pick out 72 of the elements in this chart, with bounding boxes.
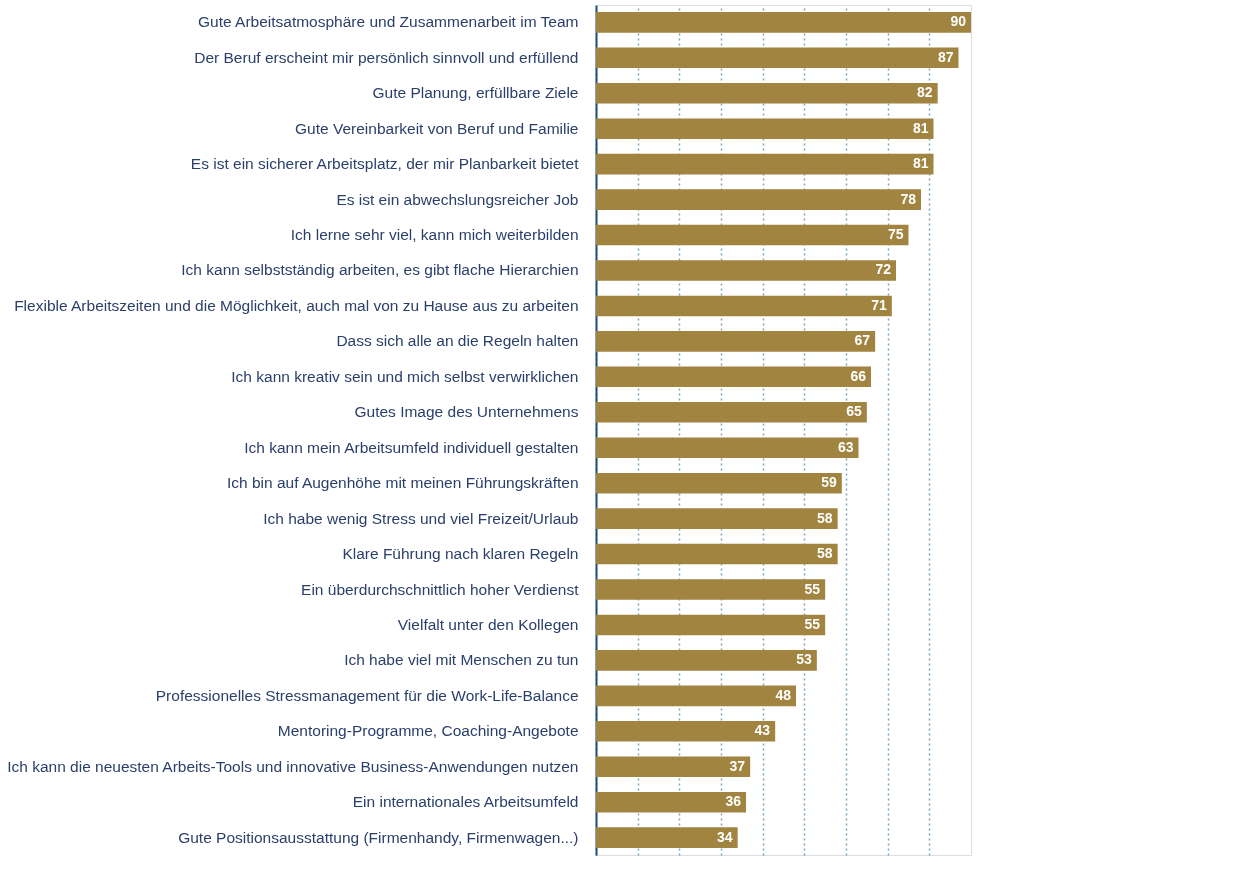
data-label: 58 bbox=[817, 509, 833, 526]
data-label: 55 bbox=[804, 580, 821, 597]
data-label: 78 bbox=[900, 190, 917, 207]
data-label: 90 bbox=[950, 13, 967, 30]
bar bbox=[596, 402, 867, 423]
y-tick-label: Ich kann mein Arbeitsumfeld individuell gestalten bbox=[244, 438, 579, 456]
y-tick-label: Es ist ein abwechslungsreicher Job bbox=[336, 190, 579, 208]
bar bbox=[596, 614, 826, 636]
data-label: 34 bbox=[717, 828, 733, 845]
bar bbox=[596, 827, 738, 848]
data-label: 67 bbox=[854, 332, 871, 349]
bar bbox=[596, 118, 934, 139]
y-tick-label: Gute Arbeitsatmosphäre und Zusammenarbeit im Team bbox=[197, 13, 579, 31]
data-label: 36 bbox=[725, 793, 742, 810]
data-label: 63 bbox=[837, 438, 854, 455]
bar bbox=[596, 82, 938, 104]
bar bbox=[596, 47, 959, 69]
data-label: 37 bbox=[729, 757, 746, 774]
data-label: 53 bbox=[796, 651, 813, 668]
data-label: 75 bbox=[887, 226, 904, 243]
data-label: 59 bbox=[821, 474, 838, 491]
bar bbox=[596, 295, 892, 317]
y-tick-label: Gute Planung, erfüllbare Ziele bbox=[372, 84, 579, 102]
data-label: 43 bbox=[754, 722, 771, 739]
y-tick-label: Klare Führung nach klaren Regeln bbox=[342, 545, 579, 563]
bar bbox=[596, 366, 871, 388]
data-label: 72 bbox=[875, 261, 892, 278]
y-tick-label: Mentoring-Programme, Coaching-Angebote bbox=[277, 722, 579, 740]
data-label: 55 bbox=[804, 615, 821, 632]
bar bbox=[596, 685, 796, 707]
y-tick-label: Ich kann die neuesten Arbeits-Tools und innovative Business-Anwendungen nutzen bbox=[7, 757, 579, 775]
bar bbox=[596, 508, 838, 529]
y-tick-label: Der Beruf erscheint mir persönlich sinnvoll und erfüllend bbox=[194, 48, 579, 66]
bar bbox=[596, 153, 934, 175]
bar bbox=[596, 543, 838, 565]
y-tick-label: Ich kann kreativ sein und mich selbst verwirklichen bbox=[231, 367, 579, 385]
bar bbox=[596, 331, 876, 352]
y-tick-label: Ich habe wenig Stress und viel Freizeit/Urlaub bbox=[263, 509, 579, 527]
y-tick-label: Gute Vereinbarkeit von Beruf und Familie bbox=[295, 119, 579, 137]
bar bbox=[596, 260, 896, 281]
y-tick-label: Ich habe viel mit Menschen zu tun bbox=[344, 651, 579, 669]
y-tick-label: Flexible Arbeitszeiten und die Möglichkeit, auch mal von zu Hause aus zu arbeiten bbox=[14, 296, 579, 314]
bar bbox=[596, 472, 842, 494]
bar bbox=[596, 189, 921, 210]
y-tick-label: Ein überdurchschnittlich hoher Verdienst bbox=[301, 580, 580, 598]
y-tick-label: Es ist ein sicherer Arbeitsplatz, der mir Planbarkeit bietet bbox=[190, 155, 580, 173]
data-label: 82 bbox=[917, 84, 933, 101]
bar bbox=[596, 756, 751, 778]
data-label: 65 bbox=[846, 403, 863, 420]
y-tick-label: Ich kann selbstständig arbeiten, es gibt flache Hierarchien bbox=[181, 261, 579, 279]
data-label: 66 bbox=[850, 367, 867, 384]
y-tick-label: Dass sich alle an die Regeln halten bbox=[336, 332, 579, 350]
bar bbox=[596, 791, 746, 813]
y-tick-label: Ein internationales Arbeitsumfeld bbox=[352, 793, 579, 811]
data-label: 58 bbox=[817, 545, 833, 562]
bar bbox=[596, 721, 776, 742]
data-label: 48 bbox=[775, 686, 792, 703]
data-label: 87 bbox=[937, 48, 954, 65]
data-label: 81 bbox=[912, 119, 929, 136]
y-tick-label: Gute Positionsausstattung (Firmenhandy, Firmenwagen...) bbox=[178, 828, 579, 846]
y-tick-label: Ich lerne sehr viel, kann mich weiterbilden bbox=[290, 226, 579, 244]
data-label: 71 bbox=[871, 296, 888, 313]
bar bbox=[596, 579, 826, 600]
y-tick-label: Professionelles Stressmanagement für die Work-Life-Balance bbox=[155, 686, 579, 704]
bar bbox=[596, 224, 909, 246]
y-tick-label: Vielfalt unter den Kollegen bbox=[397, 615, 579, 633]
bar bbox=[596, 650, 817, 671]
y-tick-label: Gutes Image des Unternehmens bbox=[354, 403, 579, 421]
bar bbox=[596, 12, 971, 33]
bar bbox=[596, 437, 859, 458]
data-label: 81 bbox=[912, 155, 929, 172]
y-tick-label: Ich bin auf Augenhöhe mit meinen Führungskräften bbox=[226, 474, 579, 492]
